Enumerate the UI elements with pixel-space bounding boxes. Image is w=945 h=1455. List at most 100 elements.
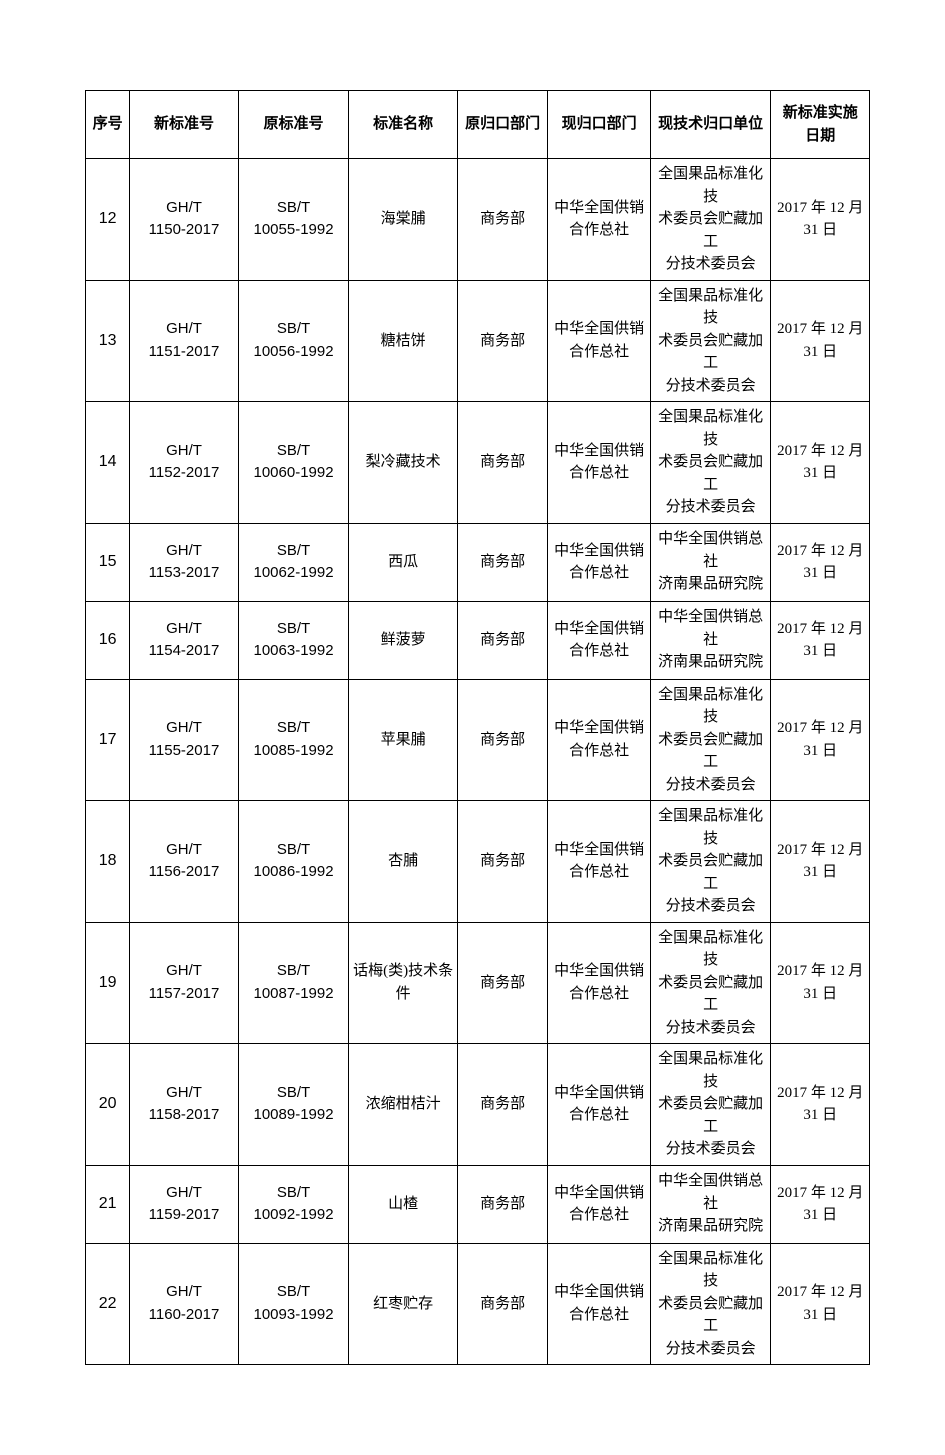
col-header-olddept: 原归口部门 [457, 91, 547, 159]
cell-oldstd: SB/T10056-1992 [238, 280, 349, 402]
cell-newdept: 中华全国供销合作总社 [548, 922, 651, 1044]
table-body: 12GH/T1150-2017SB/T10055-1992海棠脯商务部中华全国供… [86, 159, 870, 1365]
cell-name: 话梅(类)技术条件 [349, 922, 458, 1044]
table-row: 13GH/T1151-2017SB/T10056-1992糖桔饼商务部中华全国供… [86, 280, 870, 402]
cell-newstd: GH/T1160-2017 [130, 1243, 239, 1365]
cell-seq: 21 [86, 1165, 130, 1243]
table-row: 17GH/T1155-2017SB/T10085-1992苹果脯商务部中华全国供… [86, 679, 870, 801]
cell-olddept: 商务部 [457, 679, 547, 801]
cell-name: 山楂 [349, 1165, 458, 1243]
cell-newstd: GH/T1154-2017 [130, 601, 239, 679]
cell-oldstd: SB/T10093-1992 [238, 1243, 349, 1365]
cell-date: 2017 年 12 月31 日 [771, 402, 870, 524]
cell-olddept: 商务部 [457, 1044, 547, 1166]
cell-newdept: 中华全国供销合作总社 [548, 801, 651, 923]
cell-techunit: 中华全国供销总社济南果品研究院 [650, 523, 771, 601]
col-header-newstd: 新标准号 [130, 91, 239, 159]
cell-seq: 19 [86, 922, 130, 1044]
cell-oldstd: SB/T10089-1992 [238, 1044, 349, 1166]
col-header-seq: 序号 [86, 91, 130, 159]
cell-name: 苹果脯 [349, 679, 458, 801]
cell-name: 红枣贮存 [349, 1243, 458, 1365]
cell-oldstd: SB/T10062-1992 [238, 523, 349, 601]
cell-techunit: 全国果品标准化技术委员会贮藏加工分技术委员会 [650, 280, 771, 402]
table-header-row: 序号 新标准号 原标准号 标准名称 原归口部门 现归口部门 现技术归口单位 新标… [86, 91, 870, 159]
cell-olddept: 商务部 [457, 1243, 547, 1365]
cell-olddept: 商务部 [457, 922, 547, 1044]
cell-oldstd: SB/T10085-1992 [238, 679, 349, 801]
cell-date: 2017 年 12 月31 日 [771, 679, 870, 801]
cell-name: 海棠脯 [349, 159, 458, 281]
cell-date: 2017 年 12 月31 日 [771, 523, 870, 601]
cell-oldstd: SB/T10086-1992 [238, 801, 349, 923]
cell-date: 2017 年 12 月31 日 [771, 801, 870, 923]
cell-date: 2017 年 12 月31 日 [771, 159, 870, 281]
cell-seq: 15 [86, 523, 130, 601]
cell-seq: 22 [86, 1243, 130, 1365]
cell-newdept: 中华全国供销合作总社 [548, 523, 651, 601]
table-row: 12GH/T1150-2017SB/T10055-1992海棠脯商务部中华全国供… [86, 159, 870, 281]
cell-newdept: 中华全国供销合作总社 [548, 1243, 651, 1365]
cell-olddept: 商务部 [457, 523, 547, 601]
cell-newdept: 中华全国供销合作总社 [548, 601, 651, 679]
cell-newstd: GH/T1152-2017 [130, 402, 239, 524]
cell-name: 杏脯 [349, 801, 458, 923]
col-header-oldstd: 原标准号 [238, 91, 349, 159]
cell-date: 2017 年 12 月31 日 [771, 601, 870, 679]
cell-oldstd: SB/T10092-1992 [238, 1165, 349, 1243]
table-row: 21GH/T1159-2017SB/T10092-1992山楂商务部 中华全国供销… [86, 1165, 870, 1243]
cell-oldstd: SB/T10063-1992 [238, 601, 349, 679]
cell-olddept: 商务部 [457, 159, 547, 281]
cell-seq: 18 [86, 801, 130, 923]
cell-date: 2017 年 12 月31 日 [771, 922, 870, 1044]
cell-oldstd: SB/T10087-1992 [238, 922, 349, 1044]
cell-newdept: 中华全国供销合作总社 [548, 402, 651, 524]
cell-newstd: GH/T1155-2017 [130, 679, 239, 801]
cell-seq: 20 [86, 1044, 130, 1166]
standards-table: 序号 新标准号 原标准号 标准名称 原归口部门 现归口部门 现技术归口单位 新标… [85, 90, 870, 1365]
table-row: 20GH/T1158-2017SB/T10089-1992浓缩柑桔汁商务部中华全… [86, 1044, 870, 1166]
col-header-name: 标准名称 [349, 91, 458, 159]
cell-newstd: GH/T1156-2017 [130, 801, 239, 923]
cell-newdept: 中华全国供销合作总社 [548, 280, 651, 402]
cell-olddept: 商务部 [457, 801, 547, 923]
cell-seq: 16 [86, 601, 130, 679]
cell-olddept: 商务部 [457, 601, 547, 679]
cell-olddept: 商务部 [457, 1165, 547, 1243]
cell-olddept: 商务部 [457, 280, 547, 402]
cell-newstd: GH/T1153-2017 [130, 523, 239, 601]
cell-name: 西瓜 [349, 523, 458, 601]
cell-newstd: GH/T1157-2017 [130, 922, 239, 1044]
cell-seq: 17 [86, 679, 130, 801]
cell-name: 鲜菠萝 [349, 601, 458, 679]
cell-name: 梨冷藏技术 [349, 402, 458, 524]
cell-date: 2017 年 12 月31 日 [771, 1243, 870, 1365]
cell-techunit: 全国果品标准化技术委员会贮藏加工分技术委员会 [650, 1243, 771, 1365]
cell-techunit: 中华全国供销总社济南果品研究院 [650, 1165, 771, 1243]
cell-name: 糖桔饼 [349, 280, 458, 402]
cell-techunit: 中华全国供销总社济南果品研究院 [650, 601, 771, 679]
cell-newstd: GH/T1159-2017 [130, 1165, 239, 1243]
cell-techunit: 全国果品标准化技术委员会贮藏加工分技术委员会 [650, 1044, 771, 1166]
cell-seq: 12 [86, 159, 130, 281]
cell-techunit: 全国果品标准化技术委员会贮藏加工分技术委员会 [650, 679, 771, 801]
cell-oldstd: SB/T10060-1992 [238, 402, 349, 524]
cell-seq: 13 [86, 280, 130, 402]
table-row: 22GH/T1160-2017SB/T10093-1992红枣贮存商务部中华全国… [86, 1243, 870, 1365]
cell-techunit: 全国果品标准化技术委员会贮藏加工分技术委员会 [650, 922, 771, 1044]
cell-newstd: GH/T1158-2017 [130, 1044, 239, 1166]
cell-date: 2017 年 12 月31 日 [771, 280, 870, 402]
table-row: 18GH/T1156-2017SB/T10086-1992杏脯商务部中华全国供销… [86, 801, 870, 923]
cell-newdept: 中华全国供销合作总社 [548, 679, 651, 801]
cell-oldstd: SB/T10055-1992 [238, 159, 349, 281]
cell-date: 2017 年 12 月31 日 [771, 1044, 870, 1166]
col-header-techunit: 现技术归口单位 [650, 91, 771, 159]
cell-seq: 14 [86, 402, 130, 524]
cell-techunit: 全国果品标准化技术委员会贮藏加工分技术委员会 [650, 402, 771, 524]
cell-olddept: 商务部 [457, 402, 547, 524]
table-row: 14GH/T1152-2017SB/T10060-1992梨冷藏技术商务部中华全… [86, 402, 870, 524]
table-row: 15GH/T1153-2017SB/T10062-1992西瓜商务部中华全国供销… [86, 523, 870, 601]
col-header-date: 新标准实施 日期 [771, 91, 870, 159]
cell-techunit: 全国果品标准化技术委员会贮藏加工分技术委员会 [650, 801, 771, 923]
cell-name: 浓缩柑桔汁 [349, 1044, 458, 1166]
